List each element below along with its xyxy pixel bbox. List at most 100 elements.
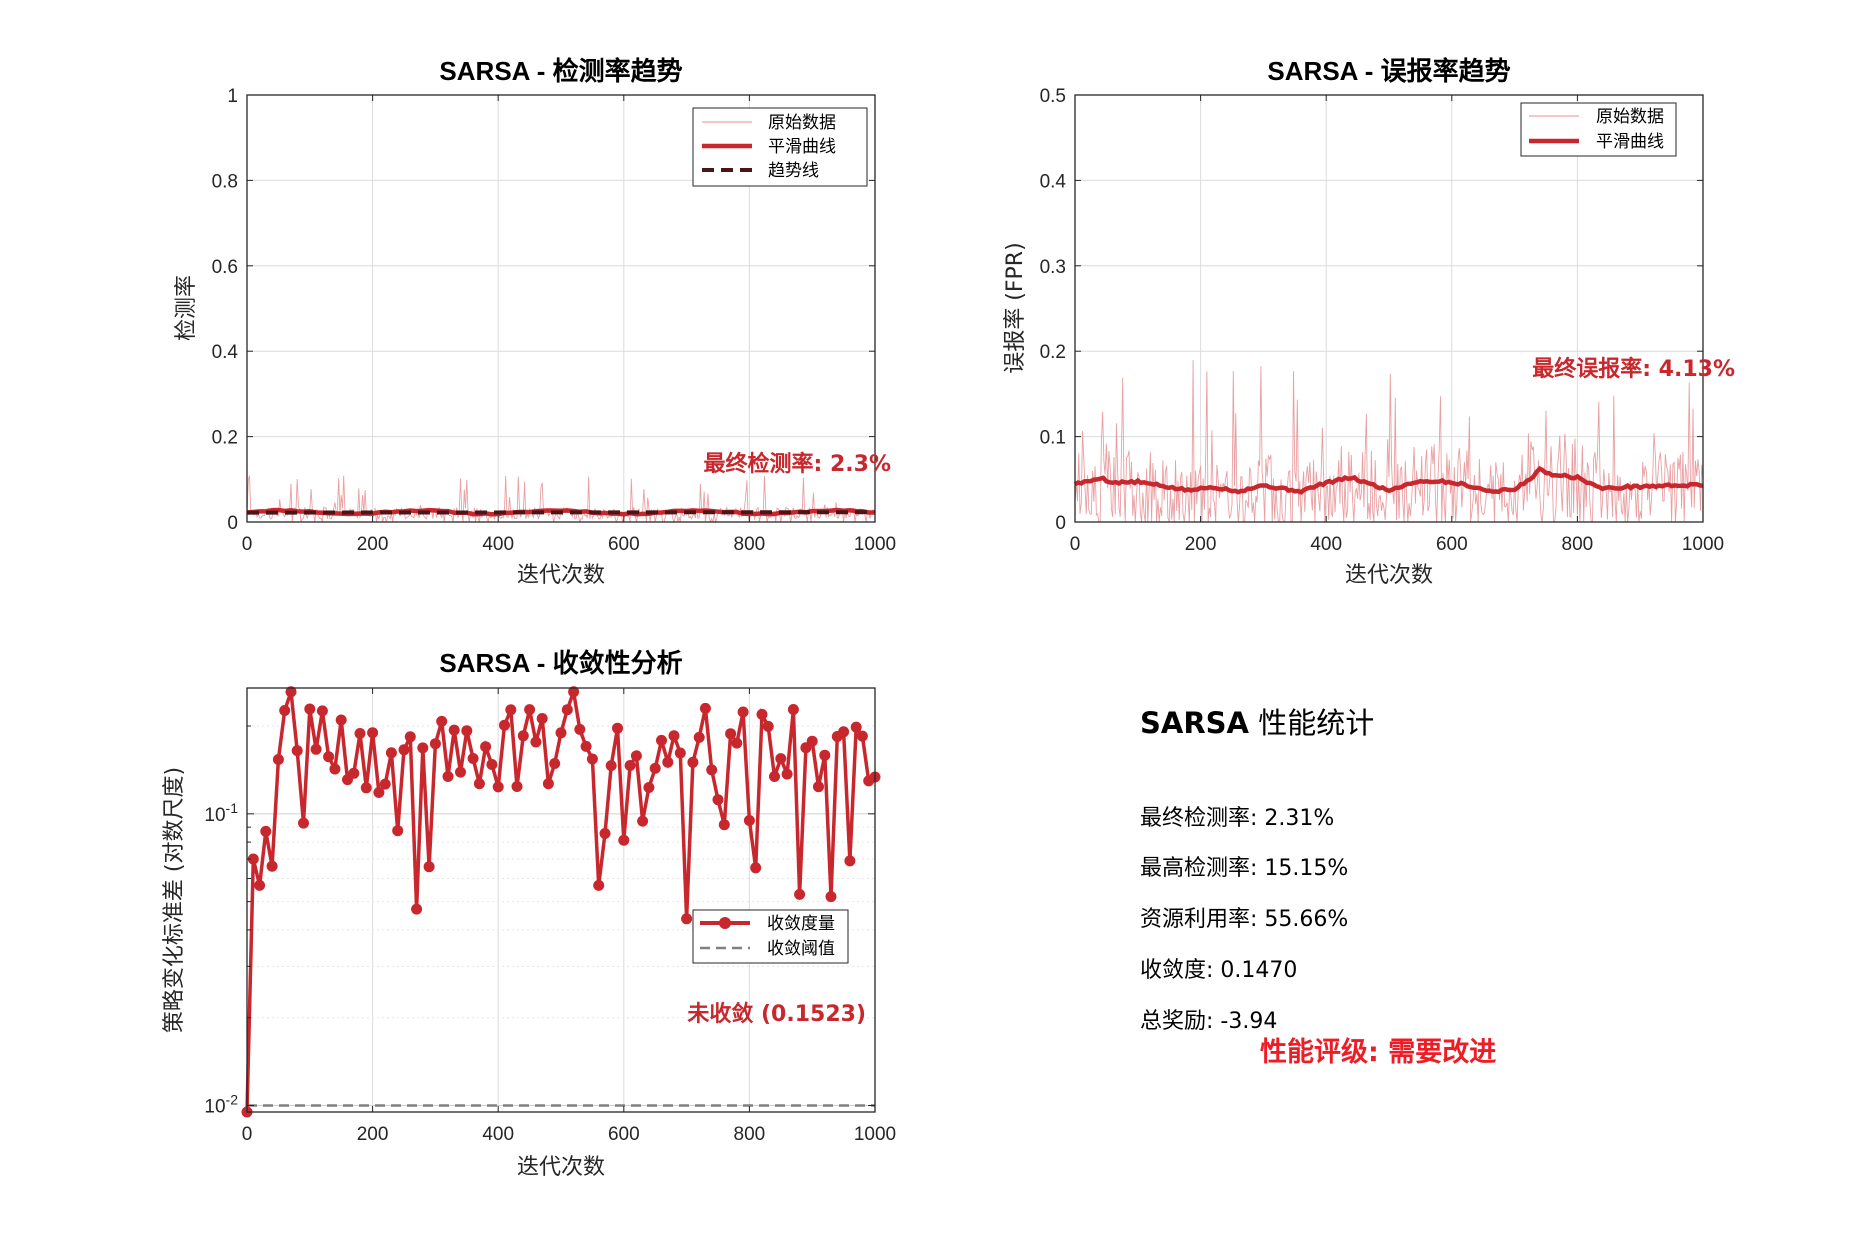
- convergence-metric-point: [656, 734, 667, 746]
- x-tick-label: 600: [608, 1124, 640, 1145]
- convergence-metric-point: [467, 753, 479, 764]
- convergence-metric-point: [323, 751, 335, 763]
- convergence-metric-point: [492, 781, 504, 793]
- convergence-metric-point: [630, 750, 642, 762]
- x-tick-label: 400: [482, 534, 514, 555]
- convergence-metric-point: [605, 760, 617, 772]
- y-tick-label: 10-1: [204, 800, 238, 826]
- convergence-metric-point: [480, 741, 492, 753]
- convergence-metric-point: [329, 763, 341, 775]
- convergence-metric-point: [674, 747, 686, 759]
- fpr-xlabel: 迭代次数: [1345, 563, 1433, 588]
- convergence-metric-point: [499, 719, 510, 731]
- convergence-metric-point: [298, 817, 309, 829]
- convergence-metric-point: [335, 714, 347, 726]
- convergence-metric-point: [542, 778, 554, 790]
- convergence-metric-point: [681, 913, 693, 925]
- convergence-ylabel: 策略变化标准差 (对数尺度): [162, 767, 187, 1033]
- convergence-metric-point: [392, 825, 404, 837]
- convergence-metric-point: [530, 736, 542, 748]
- fpr-chart: SARSA - 误报率趋势 0 200 400 600 800 1000 0 0.1 0.2 0.…: [1003, 56, 1735, 588]
- x-tick-label: 200: [357, 534, 389, 555]
- x-tick-label: 800: [734, 534, 766, 555]
- detection-legend-trend: 趋势线: [768, 161, 819, 181]
- convergence-metric-point: [769, 771, 780, 782]
- fpr-data: [1073, 359, 1704, 523]
- fpr-smooth-series: [1073, 465, 1704, 495]
- convergence-metric-point: [574, 723, 586, 735]
- convergence-metric-point: [316, 705, 328, 717]
- convergence-legend-metric: 收敛度量: [767, 914, 835, 934]
- convergence-legend-metric-marker: [719, 917, 731, 929]
- convergence-metric-point: [549, 758, 561, 769]
- stat-resource-utilization: 资源利用率: 55.66%: [1140, 907, 1349, 932]
- convergence-metric-point: [637, 815, 649, 827]
- convergence-metric-point: [417, 742, 429, 754]
- fpr-legend-box: [1520, 102, 1677, 157]
- convergence-metric-point: [813, 781, 824, 793]
- convergence-metric-point: [423, 861, 435, 873]
- fpr-title: SARSA - 误报率趋势: [1267, 56, 1510, 86]
- convergence-metric-point: [838, 726, 850, 738]
- convergence-metric-point: [593, 879, 605, 891]
- convergence-grid: [246, 688, 876, 1112]
- y-tick-label: 0.5: [1040, 86, 1066, 107]
- convergence-legend-threshold: 收敛阈值: [767, 939, 835, 959]
- convergence-metric-point: [612, 722, 623, 734]
- detection-xlabel: 迭代次数: [517, 563, 605, 588]
- convergence-xlabel: 迭代次数: [517, 1155, 605, 1180]
- y-tick-exponent: -1: [226, 800, 239, 816]
- convergence-metric-point: [787, 704, 799, 715]
- convergence-metric-point: [643, 782, 655, 793]
- detection-chart: SARSA - 检测率趋势 0 200 400 600 800 1000 0 0.2 0.4 0.…: [174, 56, 896, 588]
- convergence-metric-point: [379, 778, 391, 790]
- y-tick-label: 10-2: [204, 1092, 238, 1118]
- convergence-metric-point: [373, 787, 385, 798]
- stats-title-rest: 性能统计: [1249, 706, 1375, 740]
- convergence-metric-point: [473, 778, 485, 790]
- convergence-metric-point: [825, 891, 837, 903]
- convergence-metric-point: [668, 730, 680, 742]
- convergence-metric-point: [411, 903, 423, 915]
- convergence-metric-point: [279, 705, 291, 716]
- y-tick-label: 0.3: [1040, 257, 1066, 278]
- x-tick-label: 400: [482, 1124, 514, 1145]
- convergence-metric-point: [693, 731, 705, 743]
- stat-final-detection: 最终检测率: 2.31%: [1140, 806, 1335, 831]
- convergence-metric-point: [699, 702, 711, 714]
- convergence-metric-point: [762, 720, 774, 732]
- convergence-metric-point: [794, 888, 806, 900]
- convergence-metric-point: [819, 749, 831, 761]
- convergence-metric-point: [712, 794, 724, 806]
- convergence-metric-point: [743, 815, 755, 826]
- convergence-metric-point: [856, 730, 868, 742]
- convergence-metric-point: [272, 754, 284, 765]
- convergence-metric-point: [687, 756, 699, 768]
- detection-axes-box: [246, 94, 876, 523]
- x-tick-label: 600: [608, 534, 640, 555]
- convergence-metric-point: [511, 781, 523, 792]
- stat-total-reward: 总奖励: -3.94: [1140, 1009, 1278, 1034]
- convergence-metric-point: [304, 703, 316, 715]
- x-tick-label: 1000: [854, 534, 896, 555]
- detection-ticks: 0 200 400 600 800 1000 0 0.2 0.4 0.6 0.8 1: [212, 86, 897, 555]
- convergence-legend-box: [692, 909, 849, 964]
- convergence-metric-point: [850, 721, 862, 733]
- stat-max-detection: 最高检测率: 15.15%: [1140, 856, 1349, 881]
- convergence-title: SARSA - 收敛性分析: [439, 648, 682, 678]
- convergence-metric-point: [756, 708, 768, 720]
- fpr-ylabel: 误报率 (FPR): [1003, 242, 1028, 373]
- convergence-metric-point: [360, 782, 372, 794]
- convergence-metric-point: [260, 825, 272, 837]
- convergence-metric-point: [750, 862, 762, 874]
- x-tick-label: 1000: [854, 1124, 896, 1145]
- convergence-metric-point: [442, 771, 454, 782]
- convergence-chart: SARSA - 收敛性分析 0 200 400 600 800 100010-210-1 …: [162, 648, 896, 1180]
- convergence-metric-point: [561, 704, 573, 716]
- convergence-metric-point: [310, 743, 322, 755]
- convergence-legend: 收敛度量 收敛阈值: [692, 909, 849, 964]
- fpr-ticks: 0 200 400 600 800 1000 0 0.1 0.2 0.3 0.4 0.5: [1040, 86, 1725, 555]
- convergence-metric-point: [586, 753, 598, 765]
- detection-legend-smooth: 平滑曲线: [768, 137, 836, 157]
- fpr-legend-smooth: 平滑曲线: [1596, 132, 1664, 152]
